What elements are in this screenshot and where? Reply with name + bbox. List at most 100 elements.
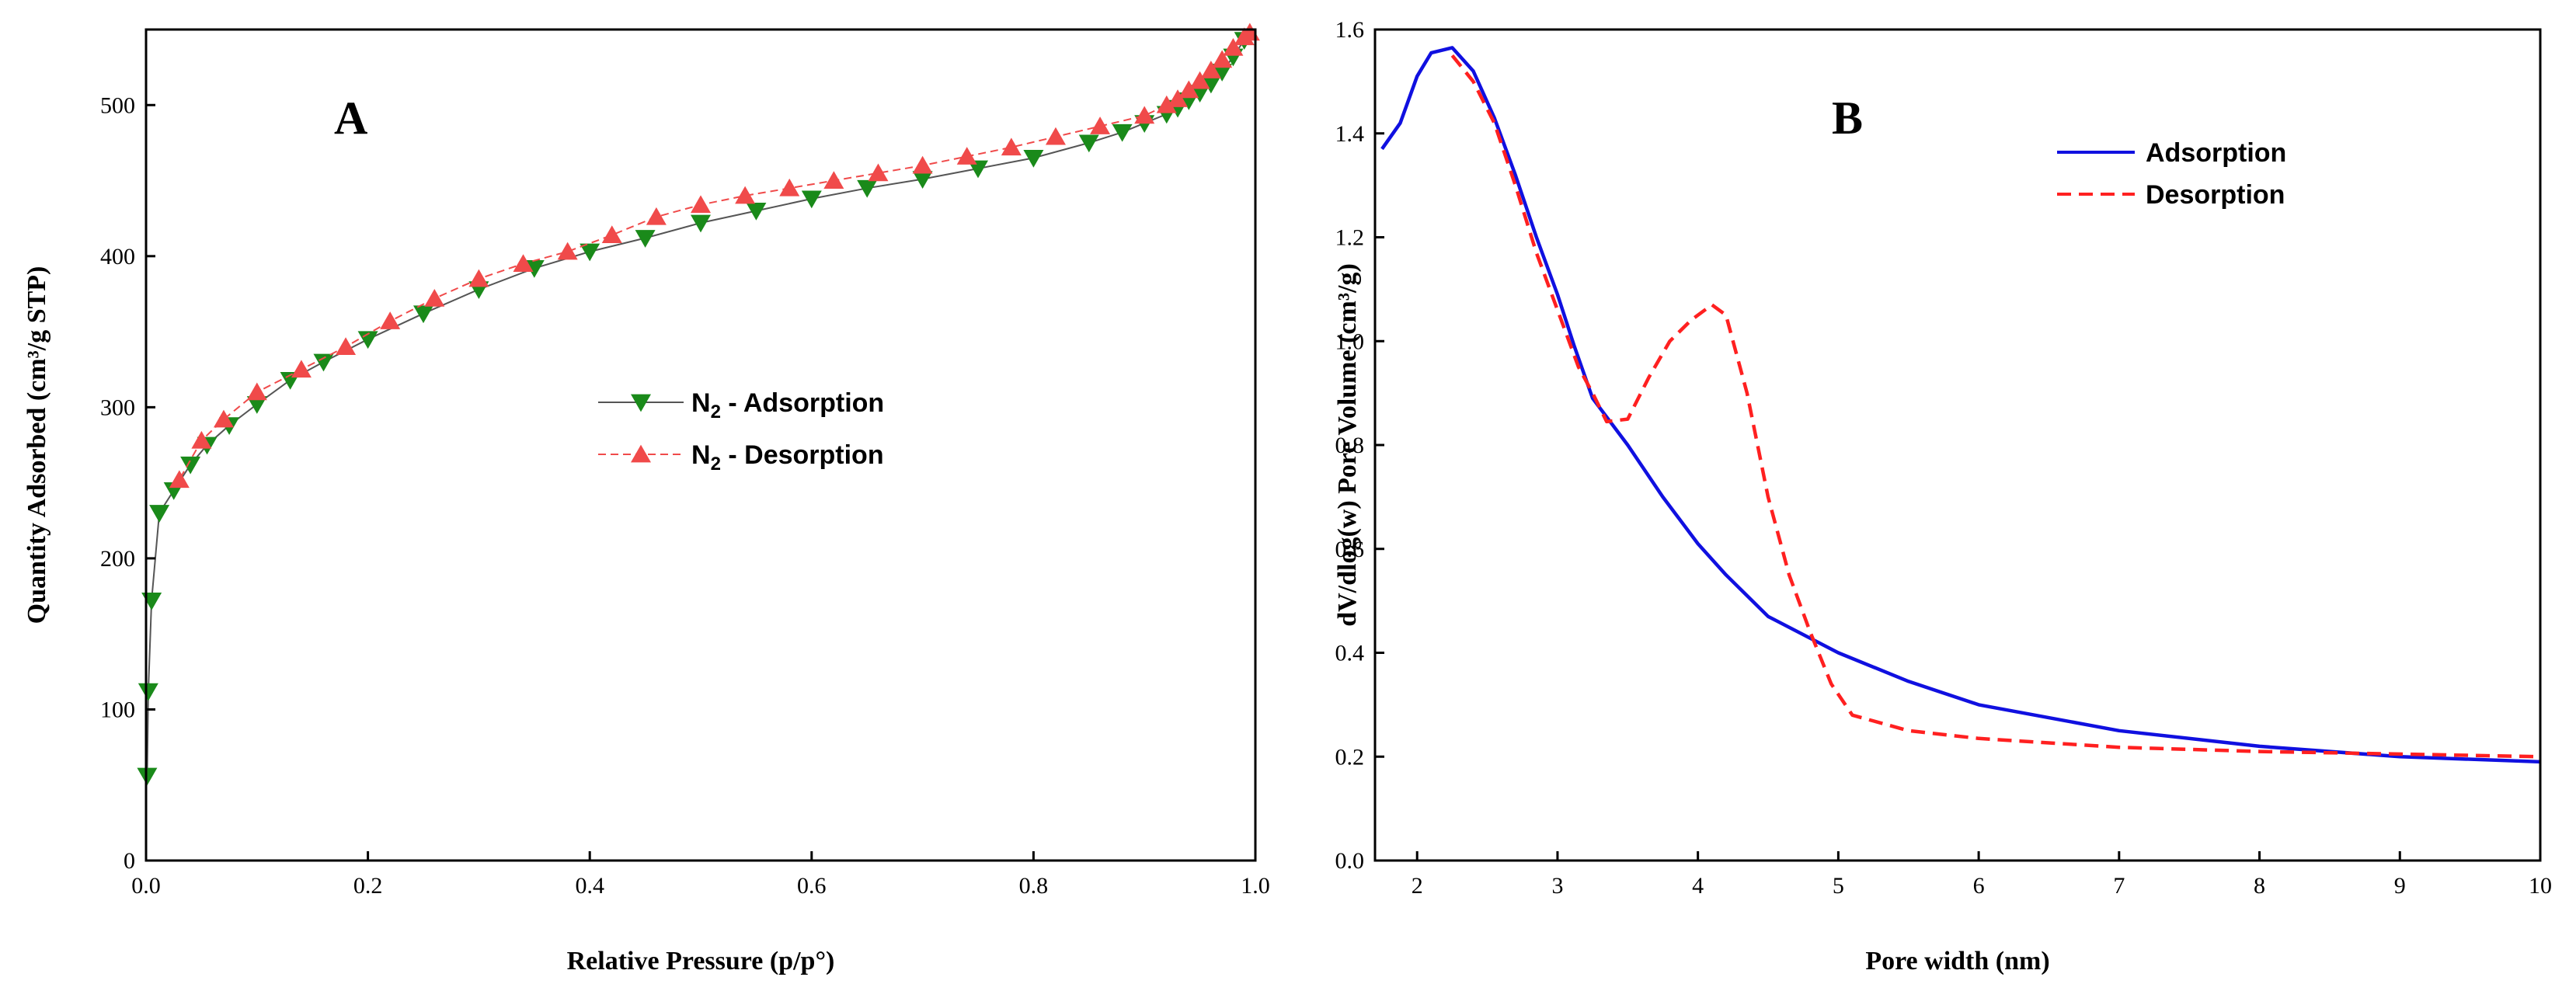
b-y-tick-label: 1.4 (1335, 121, 1365, 147)
data-point-n2-desorption (646, 207, 667, 225)
data-point-n2-desorption (169, 470, 190, 489)
data-point-n2-desorption (291, 360, 312, 378)
data-point-n2-adsorption (138, 683, 158, 701)
panel-a-series (137, 23, 1260, 786)
data-point-n2-desorption (1134, 106, 1155, 124)
b-x-tick-label: 9 (2394, 873, 2406, 899)
b-x-tick-label: 4 (1692, 873, 1704, 899)
a-y-tick-label: 0 (124, 848, 135, 874)
b-x-tick-label: 2 (1412, 873, 1423, 899)
legend-label-adsorption: Adsorption (2146, 138, 2286, 168)
data-point-n2-adsorption (357, 331, 378, 349)
data-point-n2-adsorption (1112, 123, 1133, 142)
legend-item-adsorption: Adsorption (2057, 138, 2286, 168)
panel-b-letter: B (1832, 92, 1863, 144)
data-point-n2-desorption (468, 269, 489, 287)
b-x-tick-label: 3 (1551, 873, 1563, 899)
data-point-n2-adsorption (968, 160, 988, 179)
data-point-n2-adsorption (1023, 149, 1044, 168)
data-point-n2-desorption (735, 186, 756, 204)
panel-a-y-axis-label: Quantity Adsorbed (cm³/g STP) (23, 266, 51, 624)
a-x-tick-label: 0.6 (797, 873, 827, 899)
legend-marker-n2-adsorption (631, 394, 651, 412)
b-x-tick-label: 10 (2529, 873, 2552, 899)
data-point-n2-desorption (380, 311, 401, 329)
data-point-n2-adsorption (1189, 85, 1210, 103)
legend-item-desorption: Desorption (2057, 180, 2285, 210)
legend-label-n2-desorption-subscript: 2 (711, 454, 721, 475)
data-point-n2-adsorption (857, 179, 878, 198)
series-line-desorption (1450, 54, 2541, 759)
data-point-n2-desorption (1189, 71, 1210, 89)
data-point-n2-adsorption (635, 230, 656, 248)
data-point-n2-desorption (868, 163, 889, 182)
b-y-tick-label: 0.4 (1335, 641, 1365, 666)
panel-b-series (1380, 46, 2541, 764)
a-x-tick-label: 0.0 (131, 873, 161, 899)
data-point-n2-desorption (779, 178, 800, 196)
panel-b-x-axis-label: Pore width (nm) (1865, 947, 2049, 975)
b-x-tick-label: 8 (2254, 873, 2265, 899)
data-point-n2-desorption (1178, 80, 1199, 99)
panel-b-legend: Adsorption Desorption (2057, 138, 2286, 210)
a-x-tick-label: 0.4 (575, 873, 604, 899)
data-point-n2-desorption (1223, 37, 1244, 56)
data-point-n2-adsorption (149, 505, 170, 523)
legend-label-n2-desorption-rest: - Desorption (721, 440, 884, 470)
data-point-n2-desorption (1156, 95, 1177, 113)
b-y-tick-label: 0.0 (1335, 848, 1365, 874)
legend-label-n2-desorption: N2 - Desorption (691, 440, 884, 475)
data-point-n2-desorption (1200, 61, 1221, 78)
data-point-n2-adsorption (1212, 64, 1233, 82)
data-point-n2-adsorption (313, 353, 334, 372)
a-y-tick-label: 100 (100, 697, 135, 722)
legend-label-n2-adsorption: N2 - Adsorption (691, 388, 884, 422)
data-point-n2-desorption (1234, 27, 1255, 46)
panel-a-plot-frame (144, 28, 1257, 862)
data-point-n2-desorption (213, 409, 234, 428)
series-n2-desorption (169, 23, 1260, 489)
data-point-n2-desorption (1168, 89, 1189, 107)
data-point-n2-desorption (557, 242, 578, 260)
data-point-n2-adsorption (524, 259, 545, 278)
panel-a-ticks: 0.0 0.2 0.4 0.6 0.8 1.0 0 100 200 300 400 500 (100, 92, 1270, 899)
panel-b-ticks: 2 3 4 5 6 7 8 9 10 0.0 0.2 0.4 0.6 0.8 1.0 1.2 1.4 1.6 (1335, 17, 2553, 899)
a-y-tick-label: 400 (100, 244, 135, 269)
data-point-n2-adsorption (1078, 134, 1099, 153)
panel-b-y-axis-label: dV/dlog(w) Pore Volume (cm³/g) (1333, 263, 1362, 627)
data-point-n2-desorption (601, 225, 622, 243)
panel-a-legend: N2 - Adsorption N2 - Desorption (598, 388, 884, 475)
legend-marker-n2-desorption (631, 444, 651, 463)
data-point-n2-desorption (191, 430, 212, 449)
a-y-tick-label: 300 (100, 395, 135, 420)
b-y-tick-label: 0.8 (1335, 433, 1365, 458)
data-point-n2-adsorption (580, 243, 600, 262)
legend-label-desorption: Desorption (2146, 180, 2285, 210)
b-x-tick-label: 5 (1833, 873, 1844, 899)
data-point-n2-adsorption (1200, 75, 1221, 94)
legend-item-n2-desorption: N2 - Desorption (598, 440, 884, 475)
b-y-tick-label: 1.2 (1335, 225, 1365, 251)
data-point-n2-desorption (912, 155, 933, 174)
data-point-n2-adsorption (691, 214, 711, 233)
legend-label-n2-adsorption-main: N (691, 388, 711, 418)
data-point-n2-adsorption (801, 190, 822, 209)
data-point-n2-adsorption (746, 203, 767, 221)
data-point-n2-adsorption (246, 396, 267, 414)
data-point-n2-desorption (823, 171, 844, 189)
a-x-tick-label: 1.0 (1241, 873, 1270, 899)
data-point-n2-desorption (1090, 116, 1111, 134)
legend-item-n2-adsorption: N2 - Adsorption (598, 388, 884, 422)
b-y-tick-label: 1.0 (1335, 329, 1365, 354)
data-point-n2-desorption (1212, 50, 1233, 68)
data-point-n2-desorption (956, 147, 977, 165)
legend-label-n2-adsorption-rest: - Adsorption (721, 388, 884, 418)
b-y-tick-label: 1.6 (1335, 17, 1365, 43)
legend-label-n2-desorption-main: N (691, 440, 711, 470)
data-point-n2-desorption (1001, 137, 1022, 156)
panel-b-pore-distribution: 2 3 4 5 6 7 8 9 100.00.20.40.60.81.01.21.41.6 B … (1333, 17, 2552, 975)
data-point-n2-desorption (691, 195, 711, 214)
panel-a-x-axis-label: Relative Pressure (p/p°) (567, 947, 835, 975)
